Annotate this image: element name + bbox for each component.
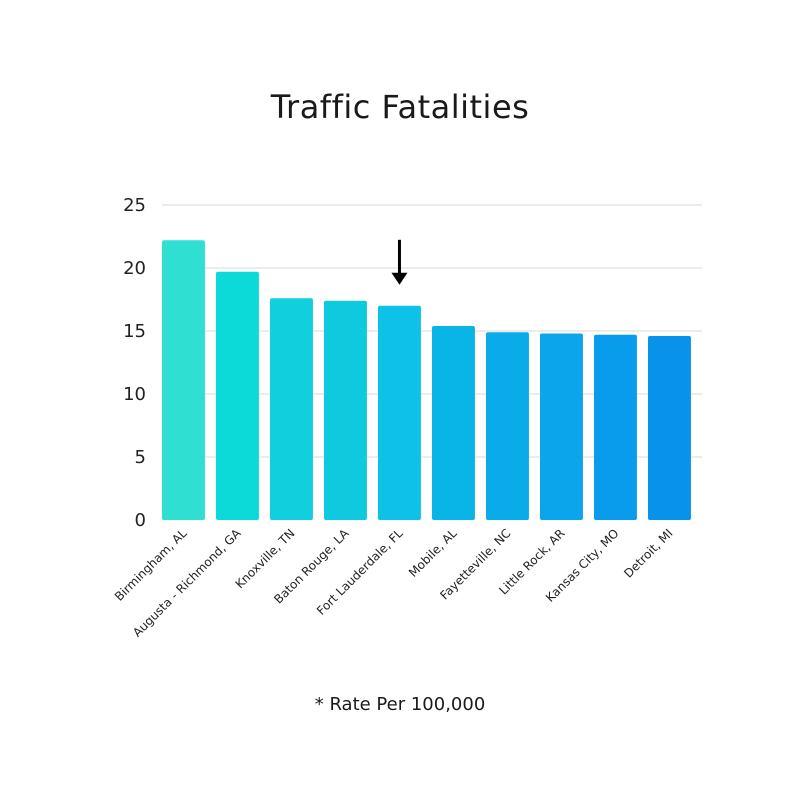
y-tick-label: 10 <box>123 384 146 405</box>
y-axis-ticks: 0 5 10 15 20 25 <box>123 195 146 531</box>
bar <box>162 240 205 520</box>
y-tick-label: 20 <box>123 258 146 279</box>
y-tick-label: 15 <box>123 321 146 342</box>
bar <box>270 298 313 520</box>
x-tick-label: Augusta - Richmond, GA <box>130 526 244 640</box>
bar <box>378 305 421 520</box>
bar <box>324 300 367 520</box>
chart-title: Traffic Fatalities <box>270 88 530 126</box>
bar <box>432 325 475 520</box>
footnote: * Rate Per 100,000 <box>314 694 486 715</box>
annotation-arrow <box>391 239 408 285</box>
bar <box>594 334 637 520</box>
bar <box>648 336 691 520</box>
y-tick-label: 0 <box>135 510 146 531</box>
bars <box>162 240 691 520</box>
y-tick-label: 25 <box>123 195 146 216</box>
bar <box>486 332 529 520</box>
bar <box>216 271 259 520</box>
x-tick-label: Detroit, MI <box>621 526 675 580</box>
y-tick-label: 5 <box>135 447 146 468</box>
annotations <box>391 239 408 285</box>
x-tick-label: Mobile, AL <box>406 526 460 580</box>
bar <box>540 333 583 520</box>
